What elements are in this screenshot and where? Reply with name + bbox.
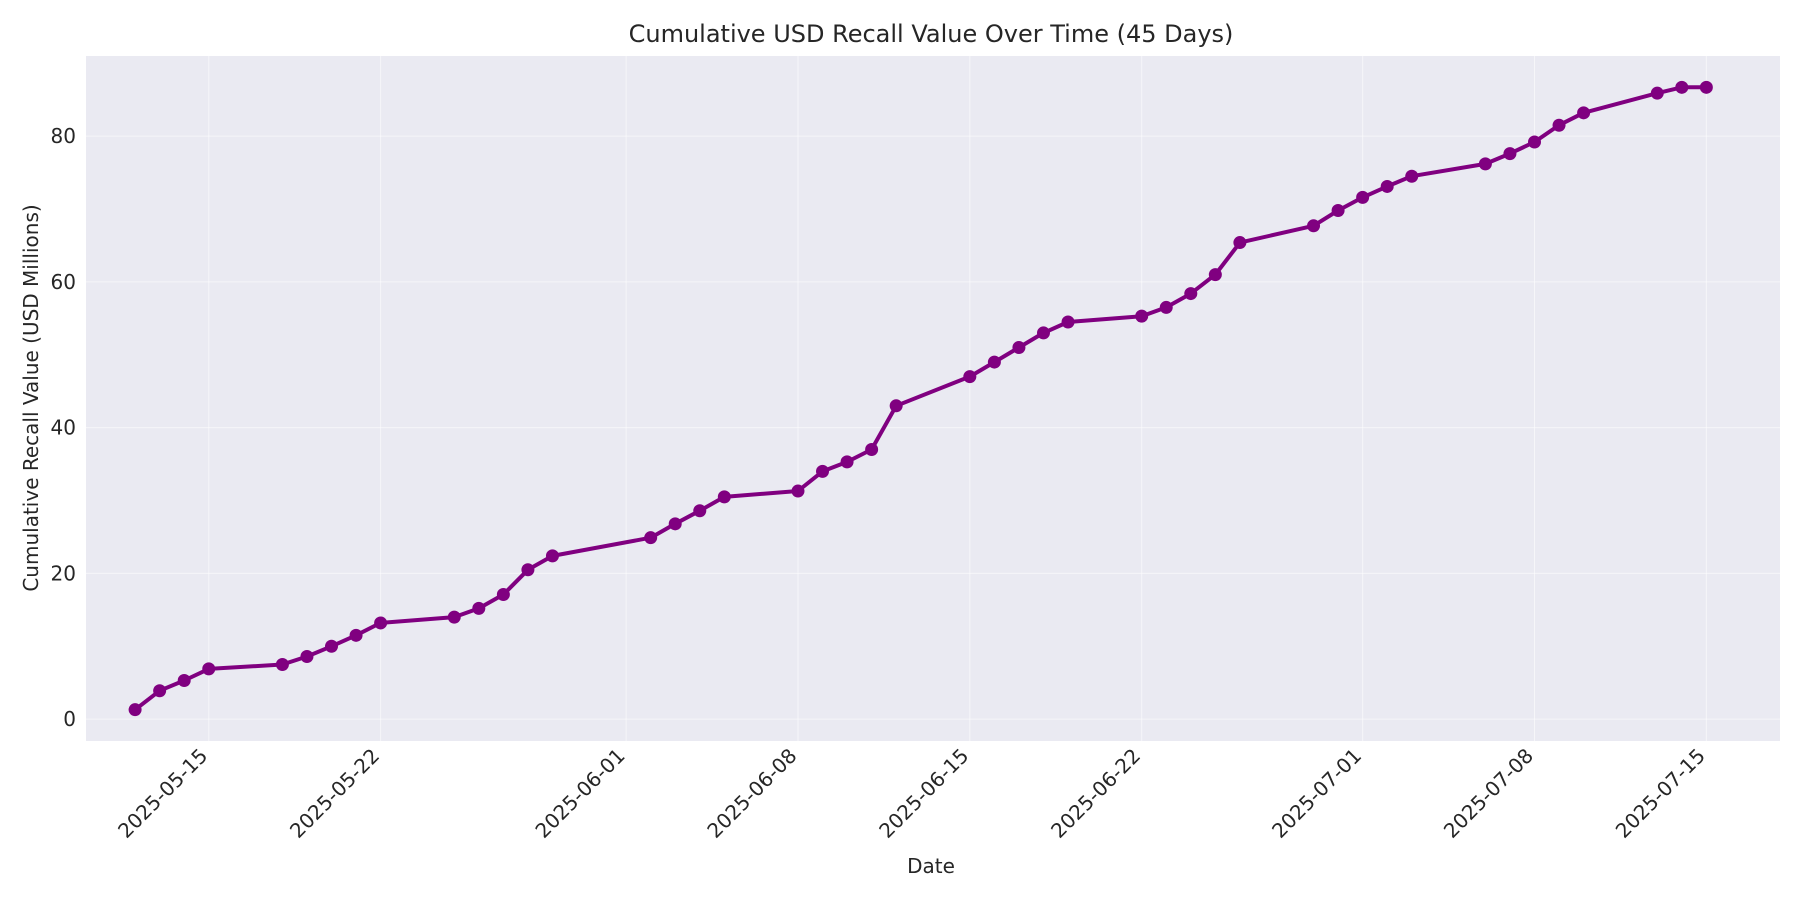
data-point [644, 531, 658, 545]
data-point [1233, 236, 1247, 250]
grid [86, 56, 1780, 741]
x-axis-ticks: 2025-05-15 2025-05-22 2025-06-01 2025-06-08… [113, 744, 1710, 843]
data-point [1307, 219, 1321, 233]
y-tick-label: 20 [51, 561, 76, 585]
data-point [1552, 118, 1566, 132]
x-axis-label: Date [907, 854, 955, 878]
x-tick-label: 2025-06-22 [1046, 744, 1145, 843]
x-tick-label: 2025-07-15 [1611, 744, 1710, 843]
data-point [177, 674, 191, 688]
x-tick-label: 2025-07-08 [1439, 744, 1538, 843]
series-layer [128, 80, 1713, 717]
y-axis-ticks: 0 20 40 60 80 [51, 124, 76, 731]
data-point [1184, 287, 1198, 301]
data-point [1577, 106, 1591, 120]
data-point [128, 703, 142, 717]
data-point [717, 490, 731, 504]
data-point [1650, 86, 1664, 100]
data-point [545, 549, 559, 563]
data-point [1331, 203, 1345, 217]
data-point [521, 563, 535, 577]
x-tick-label: 2025-07-01 [1267, 744, 1366, 843]
x-tick-label: 2025-05-15 [113, 744, 212, 843]
data-point [1061, 315, 1075, 329]
data-point [840, 455, 854, 469]
data-point [1405, 169, 1419, 183]
data-point [791, 484, 805, 498]
data-point [865, 443, 879, 457]
plot-area [86, 56, 1780, 741]
data-point [300, 649, 314, 663]
chart-title: Cumulative USD Recall Value Over Time (4… [629, 20, 1234, 48]
data-point [1012, 340, 1026, 354]
y-tick-label: 0 [63, 707, 76, 731]
data-point [1478, 157, 1492, 171]
data-point [963, 370, 977, 384]
data-point [374, 616, 388, 630]
data-point [987, 355, 1001, 369]
data-point [325, 639, 339, 653]
data-point [668, 517, 682, 531]
data-point [1699, 80, 1713, 94]
data-point [1675, 80, 1689, 94]
y-tick-label: 80 [51, 124, 76, 148]
y-tick-label: 40 [51, 416, 76, 440]
y-tick-label: 60 [51, 270, 76, 294]
data-point [1208, 268, 1222, 282]
data-point [1503, 147, 1517, 161]
data-point [349, 628, 363, 642]
data-point [447, 610, 461, 624]
data-point [153, 684, 167, 698]
data-point [1159, 300, 1173, 314]
data-point [202, 662, 216, 676]
data-point [1356, 190, 1370, 204]
data-point [1135, 309, 1149, 323]
data-point [1380, 179, 1394, 193]
data-point [816, 464, 830, 478]
y-axis-label: Cumulative Recall Value (USD Millions) [19, 204, 43, 591]
x-tick-label: 2025-06-01 [530, 744, 629, 843]
data-point [496, 588, 510, 602]
data-point [275, 657, 289, 671]
data-point [693, 504, 707, 518]
data-point [472, 601, 486, 615]
x-tick-label: 2025-06-15 [874, 744, 973, 843]
data-point [1036, 326, 1050, 340]
x-tick-label: 2025-06-08 [702, 744, 801, 843]
series-line [133, 85, 1709, 712]
data-point [889, 399, 903, 413]
x-tick-label: 2025-05-22 [285, 744, 384, 843]
data-point [1527, 135, 1541, 149]
